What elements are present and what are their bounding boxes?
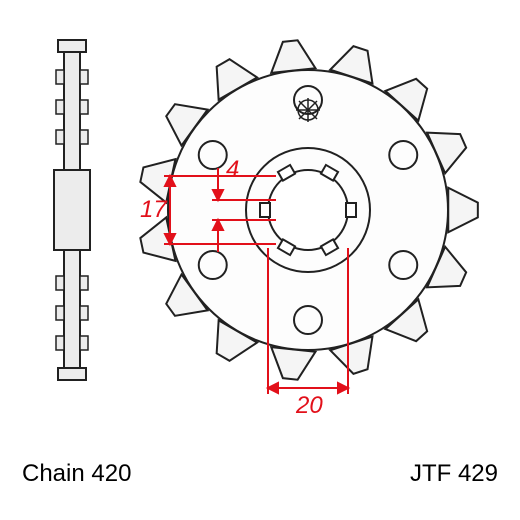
part-number-label: JTF 429 bbox=[410, 460, 498, 488]
side-profile bbox=[54, 40, 90, 380]
diagram-canvas: 17 4 20 Chain 420 JTF 429 bbox=[0, 0, 520, 520]
dim-height: 17 bbox=[140, 196, 167, 224]
diagram-svg bbox=[0, 0, 520, 520]
chain-size-label: Chain 420 bbox=[22, 460, 131, 488]
dim-width: 20 bbox=[296, 392, 323, 420]
logo-mark bbox=[296, 98, 320, 122]
sprocket-face bbox=[140, 40, 478, 379]
dim-inner: 4 bbox=[226, 156, 239, 184]
